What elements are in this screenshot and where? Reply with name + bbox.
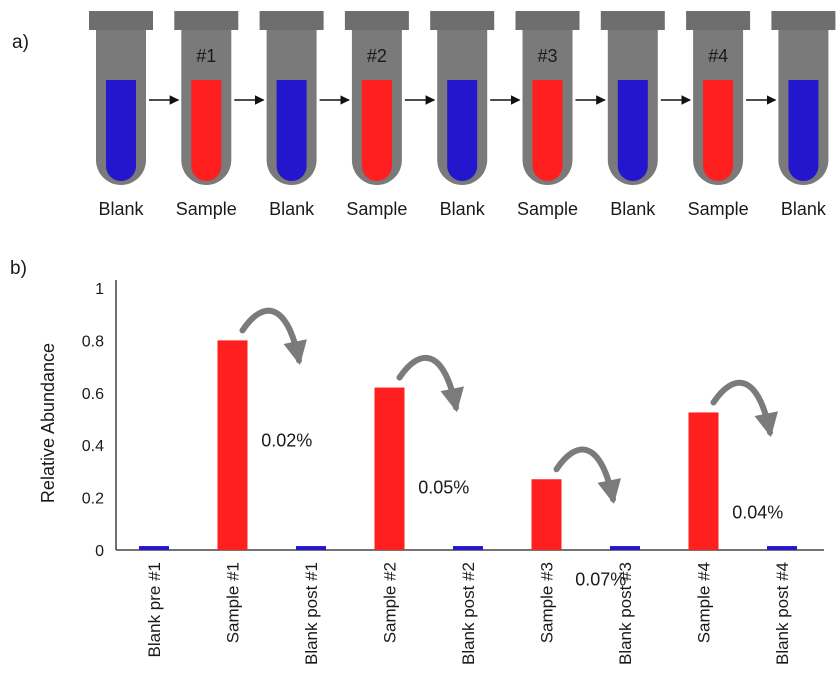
tube-blank-6: Blank	[600, 11, 665, 219]
tube-blank-0: Blank	[89, 11, 153, 219]
carryover-arrow	[710, 379, 778, 438]
tube-label: Sample	[517, 199, 578, 219]
tube-label: Sample	[688, 199, 749, 219]
tube-liquid	[276, 80, 307, 182]
y-tick-label: 1	[95, 281, 104, 298]
bar-sample-3	[531, 479, 562, 550]
x-tick-label: Sample #1	[224, 562, 243, 643]
tube-cap	[344, 11, 409, 30]
tube-number: #3	[537, 46, 557, 66]
carryover-arrow	[396, 354, 464, 413]
tube-liquid	[447, 80, 478, 182]
carryover-percent-label: 0.02%	[261, 430, 312, 450]
carryover-percent-label: 0.04%	[732, 502, 783, 522]
tube-sample-5: #3 Sample	[515, 11, 580, 219]
tube-number: #2	[367, 46, 387, 66]
tube-cap	[89, 11, 153, 30]
x-tick-label: Blank post #4	[773, 562, 792, 665]
tube-liquid	[703, 80, 734, 182]
tube-sample-1: #1 Sample	[174, 11, 239, 219]
tube-liquid	[532, 80, 563, 182]
y-tick-label: 0.6	[82, 386, 104, 403]
tube-number: #4	[708, 46, 728, 66]
tube-cap	[771, 11, 836, 30]
tube-cap	[174, 11, 239, 30]
tube-sample-3: #2 Sample	[344, 11, 409, 219]
tube-label: Blank	[440, 199, 486, 219]
bar-blank-post-1	[296, 546, 326, 550]
bar-sample-1	[217, 340, 248, 550]
bar-series	[139, 340, 797, 550]
tube-cap	[259, 11, 324, 30]
tube-number: #1	[196, 46, 216, 66]
tube-cap	[515, 11, 580, 30]
tube-label: Sample	[346, 199, 407, 219]
x-tick-label: Sample #3	[538, 562, 557, 643]
x-tick-labels: Blank pre #1 Sample #1 Blank post #1 Sample…	[145, 562, 792, 665]
tube-label: Blank	[269, 199, 315, 219]
panel-a-label: a)	[12, 32, 29, 53]
tube-cap	[430, 11, 495, 30]
tube-blank-8: Blank	[771, 11, 836, 219]
tube-liquid	[106, 80, 136, 181]
carryover-arrow	[553, 446, 621, 504]
tube-sample-7: #4 Sample	[686, 11, 751, 219]
tube-liquid	[191, 80, 222, 182]
y-tick-labels: 0 0.2 0.4 0.6 0.8 1	[82, 281, 104, 560]
panel-b-bar-chart: b) Relative Abundance 0 0.2 0.4 0.6 0.8 1 Bla…	[10, 258, 824, 665]
tube-blank-4: Blank	[430, 11, 495, 219]
x-tick-label: Sample #4	[695, 562, 714, 643]
carryover-percent-label: 0.05%	[418, 478, 469, 498]
carryover-annotations: 0.02% 0.05% 0.07% 0.04%	[239, 307, 783, 589]
tube-blank-2: Blank	[259, 11, 324, 219]
y-tick-label: 0.8	[82, 333, 104, 350]
x-tick-label: Blank pre #1	[145, 562, 164, 657]
bar-blank-pre-1	[139, 546, 169, 550]
x-tick-label: Blank post #3	[616, 562, 635, 665]
tube-label: Blank	[610, 199, 656, 219]
tube-liquid	[361, 80, 392, 182]
tube-label: Blank	[98, 199, 144, 219]
panel-b-label: b)	[10, 258, 27, 279]
y-tick-label: 0.2	[82, 491, 104, 508]
y-axis-label: Relative Abundance	[38, 343, 58, 503]
bar-sample-2	[374, 387, 405, 550]
carryover-arrow	[239, 307, 307, 366]
x-tick-label: Blank post #2	[459, 562, 478, 665]
bar-blank-post-4	[767, 546, 797, 550]
bar-sample-4	[688, 412, 719, 550]
x-tick-label: Blank post #1	[302, 562, 321, 665]
tube-label: Sample	[176, 199, 237, 219]
y-tick-label: 0	[95, 543, 104, 560]
tube-cap	[686, 11, 751, 30]
tube-liquid	[617, 80, 648, 182]
panel-a-tube-sequence: a) Blank #1 Sample Blank #2 Sample Blank #3 Samp…	[12, 11, 836, 219]
bar-blank-post-2	[453, 546, 483, 550]
bar-blank-post-3	[610, 546, 640, 550]
tube-cap	[600, 11, 665, 30]
y-tick-label: 0.4	[82, 438, 104, 455]
tube-liquid	[788, 80, 819, 182]
tube-row: Blank #1 Sample Blank #2 Sample Blank #3 Sample B…	[89, 11, 836, 219]
tube-label: Blank	[781, 199, 827, 219]
x-tick-label: Sample #2	[381, 562, 400, 643]
carryover-percent-label: 0.07%	[575, 569, 626, 589]
